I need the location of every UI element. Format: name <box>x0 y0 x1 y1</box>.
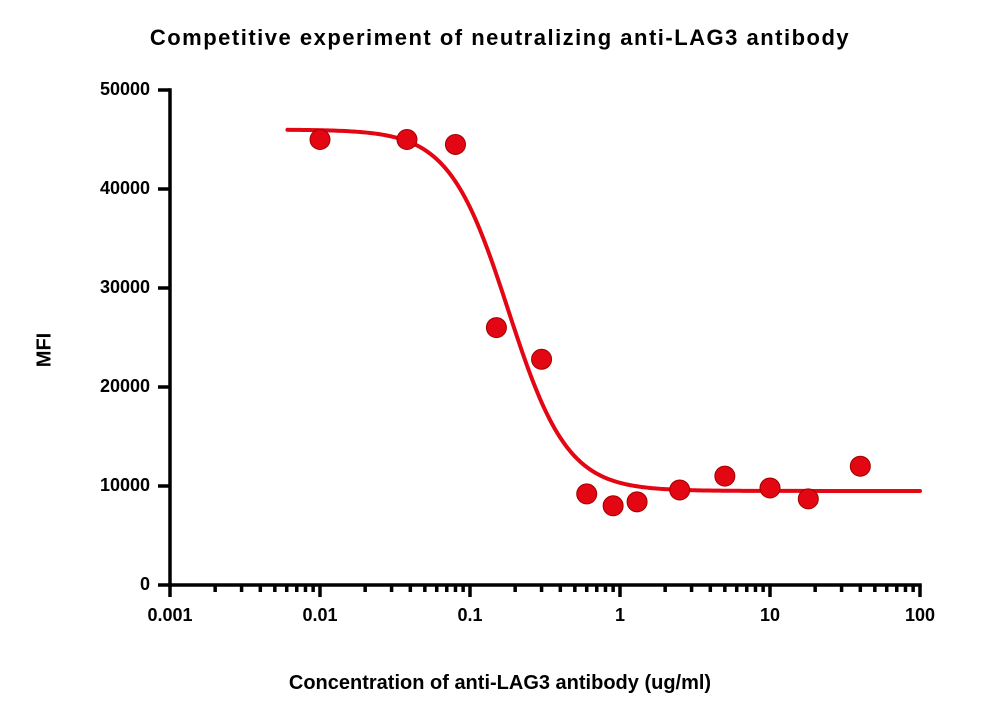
y-tick-label: 50000 <box>100 79 150 99</box>
y-tick-label: 10000 <box>100 475 150 495</box>
plot-svg: 0 10000 20000 30000 40000 50000 0.001 0.01 0.1 1 1… <box>0 0 1000 725</box>
data-point <box>670 480 690 500</box>
data-point <box>850 456 870 476</box>
x-tick-label: 0.01 <box>302 605 337 625</box>
y-tick-label: 30000 <box>100 277 150 297</box>
chart-container: Competitive experiment of neutralizing a… <box>0 0 1000 725</box>
data-point <box>486 318 506 338</box>
data-point <box>577 484 597 504</box>
x-tick-label: 10 <box>760 605 780 625</box>
x-tick-label: 0.001 <box>147 605 192 625</box>
data-point <box>627 492 647 512</box>
fit-curve <box>288 130 921 491</box>
data-point <box>603 496 623 516</box>
y-tick-label: 40000 <box>100 178 150 198</box>
x-tick-label: 0.1 <box>457 605 482 625</box>
x-tick-label: 1 <box>615 605 625 625</box>
data-point <box>445 134 465 154</box>
x-tick-label: 100 <box>905 605 935 625</box>
data-point <box>760 478 780 498</box>
data-point <box>532 349 552 369</box>
y-tick-label: 0 <box>140 574 150 594</box>
data-point <box>397 130 417 150</box>
data-point <box>798 489 818 509</box>
data-point <box>310 130 330 150</box>
y-tick-label: 20000 <box>100 376 150 396</box>
data-point <box>715 466 735 486</box>
